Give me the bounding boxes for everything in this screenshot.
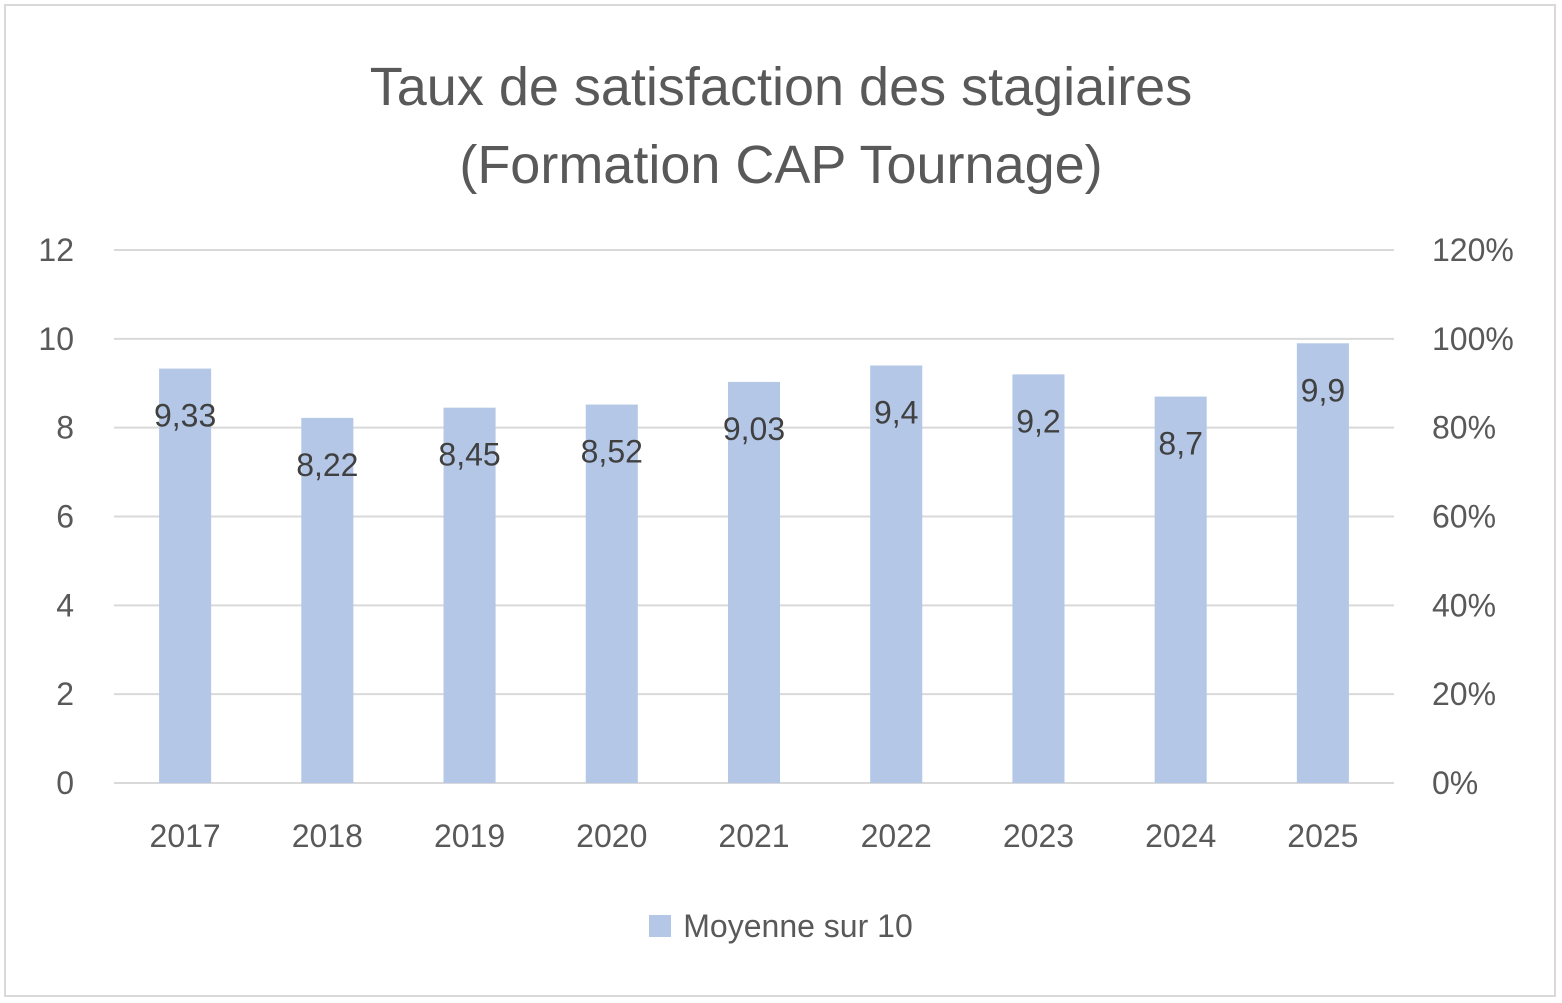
bars [159, 343, 1349, 783]
x-tick-label: 2020 [576, 818, 647, 854]
x-tick-label: 2023 [1003, 818, 1074, 854]
bar [1012, 374, 1065, 783]
x-tick-label: 2022 [861, 818, 932, 854]
bar [443, 407, 496, 783]
bar [1154, 396, 1207, 783]
data-label: 9,03 [723, 411, 785, 447]
data-label: 8,7 [1158, 426, 1202, 462]
data-label: 9,9 [1301, 372, 1345, 408]
data-label: 8,22 [296, 447, 358, 483]
y-left-tick-label: 0 [56, 765, 74, 801]
data-label: 8,45 [438, 437, 500, 473]
data-label: 8,52 [581, 434, 643, 470]
x-tick-label: 2019 [434, 818, 505, 854]
data-label: 9,4 [874, 394, 918, 430]
y-left-tick-label: 2 [56, 676, 74, 712]
bar [1296, 343, 1349, 783]
x-tick-label: 2017 [150, 818, 221, 854]
y-left-tick-label: 10 [38, 321, 74, 357]
legend: Moyenne sur 10 [0, 900, 1562, 952]
y-axis-left: 0 2 4 6 8 10 12 [38, 232, 74, 801]
data-labels: 9,33 8,22 8,45 8,52 9,03 9,4 9,2 8,7 9,9 [154, 372, 1345, 483]
bar [301, 417, 354, 783]
bar [870, 365, 923, 783]
y-right-tick-label: 20% [1432, 676, 1496, 712]
y-right-tick-label: 0% [1432, 765, 1478, 801]
y-right-tick-label: 120% [1432, 232, 1514, 268]
chart-title: Taux de satisfaction des stagiaires (For… [0, 48, 1562, 204]
chart-title-line-2: (Formation CAP Tournage) [459, 135, 1103, 195]
legend-label: Moyenne sur 10 [683, 907, 913, 944]
y-left-tick-label: 8 [56, 410, 74, 446]
x-tick-label: 2018 [292, 818, 363, 854]
y-right-tick-label: 100% [1432, 321, 1514, 357]
x-tick-label: 2021 [718, 818, 789, 854]
data-label: 9,2 [1016, 403, 1060, 439]
x-axis: 2017 2018 2019 2020 2021 2022 2023 2024 2025 [150, 818, 1359, 854]
bar [585, 404, 638, 783]
chart-title-line-1: Taux de satisfaction des stagiaires [369, 57, 1193, 117]
y-left-tick-label: 6 [56, 499, 74, 535]
bar [727, 381, 781, 783]
y-left-tick-label: 4 [56, 587, 74, 623]
data-label: 9,33 [154, 398, 216, 434]
y-right-tick-label: 40% [1432, 587, 1496, 623]
y-axis-right: 0% 20% 40% 60% 80% 100% 120% [1432, 232, 1514, 801]
x-tick-label: 2025 [1287, 818, 1358, 854]
y-right-tick-label: 60% [1432, 499, 1496, 535]
bar [159, 368, 212, 783]
y-right-tick-label: 80% [1432, 410, 1496, 446]
legend-swatch [649, 915, 672, 937]
x-tick-label: 2024 [1145, 818, 1216, 854]
y-left-tick-label: 12 [38, 232, 74, 268]
